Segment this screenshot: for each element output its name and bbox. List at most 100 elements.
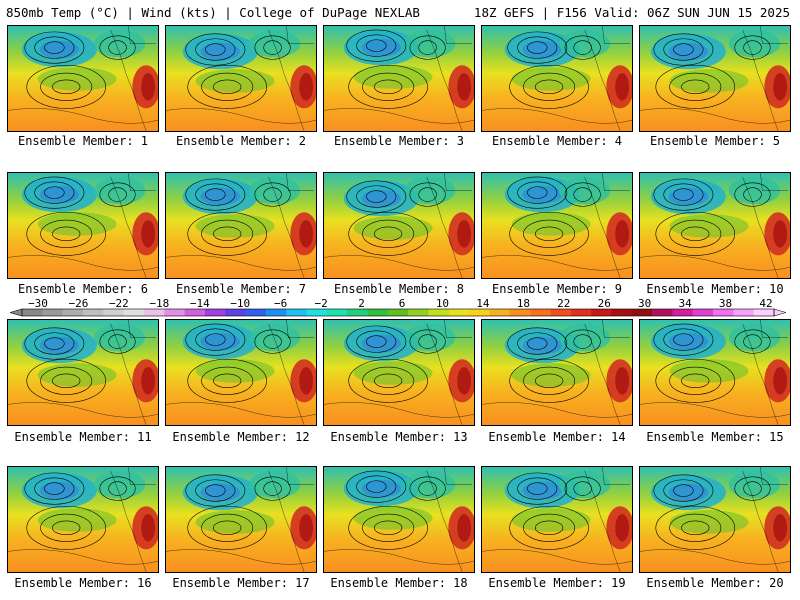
ensemble-member-caption: Ensemble Member: 13 [330, 430, 468, 444]
colorbar-tick-label: 42 [759, 297, 773, 310]
ensemble-map [166, 173, 316, 278]
ensemble-map [640, 467, 790, 572]
colorbar-segment [692, 309, 714, 316]
colorbar-segment [306, 309, 328, 316]
colorbar-segment [509, 309, 531, 316]
ensemble-map [8, 26, 158, 131]
colorbar-segment [164, 309, 185, 316]
colorbar-tick-label: −18 [149, 297, 170, 310]
colorbar-segment [123, 309, 145, 316]
colorbar-segment [42, 309, 63, 316]
ensemble-member-panel [323, 25, 475, 132]
colorbar-tick-label: 10 [435, 297, 450, 310]
ensemble-member-panel [639, 172, 791, 279]
ensemble-member-panel [323, 172, 475, 279]
colorbar-segment [448, 309, 470, 316]
ensemble-member-caption: Ensemble Member: 10 [646, 282, 784, 296]
colorbar-high-arrow [773, 308, 786, 317]
ensemble-map [166, 467, 316, 572]
ensemble-member-panel [7, 466, 159, 573]
colorbar-segment [82, 309, 104, 316]
colorbar-tick-label: 34 [678, 297, 692, 310]
ensemble-map [166, 26, 316, 131]
colorbar-segment [387, 309, 409, 316]
ensemble-member-panel [639, 25, 791, 132]
colorbar-segment [753, 309, 775, 316]
run-valid-time: 18Z GEFS | F156 Valid: 06Z SUN JUN 15 20… [473, 5, 790, 20]
ensemble-member-panel [165, 466, 317, 573]
ensemble-map [324, 26, 474, 131]
ensemble-map [482, 26, 632, 131]
colorbar-segment [530, 309, 551, 316]
ensemble-member-caption: Ensemble Member: 1 [17, 134, 149, 148]
colorbar-segment [367, 309, 389, 316]
ensemble-member-panel [481, 25, 633, 132]
colorbar-segment [591, 309, 612, 316]
colorbar-tick-label: 26 [597, 297, 611, 310]
ensemble-member-panel [481, 319, 633, 426]
colorbar-tick-label: 22 [557, 297, 571, 310]
colorbar-tick-label: 6 [398, 297, 406, 310]
ensemble-member-caption: Ensemble Member: 16 [14, 576, 152, 590]
chart-title: 850mb Temp (°C) | Wind (kts) | College o… [6, 5, 420, 20]
ensemble-member-caption: Ensemble Member: 11 [14, 430, 152, 444]
colorbar-segment [245, 309, 267, 316]
ensemble-member-panel [481, 172, 633, 279]
ensemble-map [640, 320, 790, 425]
colorbar-tick-label: 38 [718, 297, 733, 310]
ensemble-map [8, 320, 158, 425]
ensemble-member-caption: Ensemble Member: 12 [172, 430, 310, 444]
colorbar-outline [21, 308, 775, 317]
ensemble-member-caption: Ensemble Member: 7 [175, 282, 307, 296]
ensemble-map [324, 320, 474, 425]
ensemble-map [640, 26, 790, 131]
colorbar-segment [184, 309, 206, 316]
colorbar-segment [143, 309, 165, 316]
colorbar-tick-label: −26 [68, 297, 89, 310]
colorbar-segment [265, 309, 287, 316]
ensemble-map [482, 320, 632, 425]
colorbar-segment [550, 309, 572, 316]
colorbar-segment [347, 309, 368, 316]
colorbar-tick-label: 14 [476, 297, 490, 310]
ensemble-map [8, 467, 158, 572]
colorbar-segment [408, 309, 429, 316]
colorbar-tick-label: −6 [274, 297, 288, 310]
colorbar-segment [631, 309, 653, 316]
colorbar-tick-label: −14 [189, 297, 210, 310]
colorbar-segment [326, 309, 348, 316]
colorbar-segment [204, 309, 226, 316]
ensemble-map [640, 173, 790, 278]
colorbar-segment [733, 309, 754, 316]
colorbar-segment [22, 309, 43, 316]
ensemble-member-caption: Ensemble Member: 9 [491, 282, 623, 296]
colorbar-segment [652, 309, 673, 316]
colorbar-segment [225, 309, 246, 316]
ensemble-member-panel [165, 172, 317, 279]
ensemble-member-panel [323, 319, 475, 426]
ensemble-member-caption: Ensemble Member: 5 [649, 134, 781, 148]
colorbar-segment [286, 309, 307, 316]
ensemble-map [166, 320, 316, 425]
colorbar-segment [428, 309, 450, 316]
ensemble-member-caption: Ensemble Member: 3 [333, 134, 465, 148]
ensemble-member-caption: Ensemble Member: 8 [333, 282, 465, 296]
ensemble-member-caption: Ensemble Member: 15 [646, 430, 784, 444]
colorbar-segment [570, 309, 592, 316]
colorbar-segment [611, 309, 633, 316]
ensemble-member-caption: Ensemble Member: 4 [491, 134, 623, 148]
ensemble-member-caption: Ensemble Member: 20 [646, 576, 784, 590]
ensemble-member-panel [323, 466, 475, 573]
ensemble-member-caption: Ensemble Member: 18 [330, 576, 468, 590]
colorbar-segment [713, 309, 734, 316]
ensemble-member-panel [481, 466, 633, 573]
ensemble-member-panel [165, 319, 317, 426]
colorbar-segment [489, 309, 511, 316]
ensemble-member-panel [165, 25, 317, 132]
ensemble-member-panel [7, 319, 159, 426]
colorbar-segment [469, 309, 490, 316]
colorbar-tick-label: −2 [314, 297, 328, 310]
ensemble-map [482, 467, 632, 572]
colorbar-tick-label: 30 [638, 297, 652, 310]
colorbar-tick-label: −10 [230, 297, 251, 310]
